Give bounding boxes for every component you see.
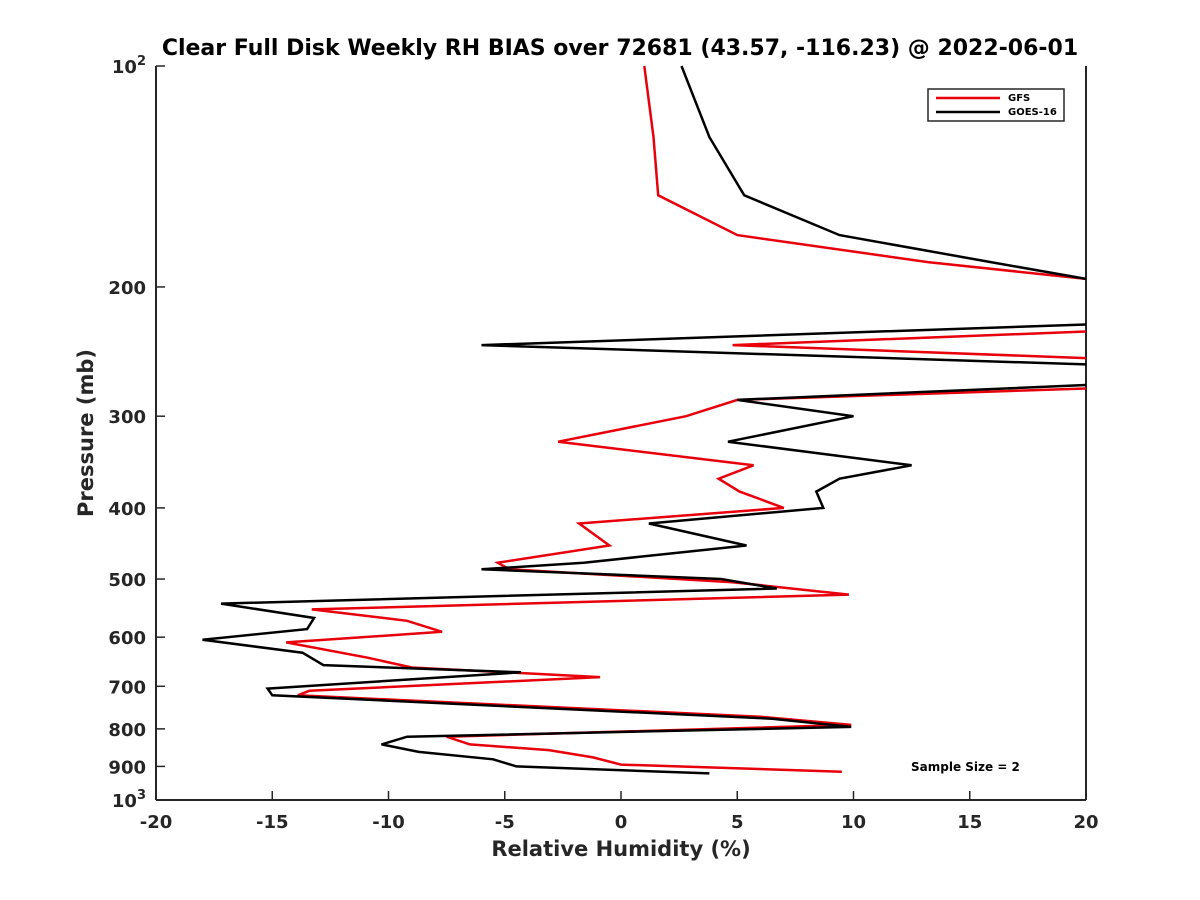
series-lines	[202, 65, 1087, 775]
legend-goes16-label: GOES-16	[1008, 107, 1057, 118]
x-axis: -20 -15 -10 -5 0 5 10 15 20	[140, 791, 1099, 833]
x-tick-label: -20	[140, 812, 173, 833]
y-tick-label: 800	[108, 720, 146, 741]
y-tick-label: 200	[108, 278, 146, 299]
x-ticks: -20 -15 -10 -5 0 5 10 15 20	[140, 791, 1099, 833]
x-tick-label: -15	[256, 812, 289, 833]
y-tick-label: 700	[108, 677, 146, 698]
y-axis-label: Pressure (mb)	[74, 349, 98, 517]
x-tick-label: 10	[841, 812, 866, 833]
x-tick-label: 15	[957, 812, 982, 833]
y-tick-label: 500	[108, 570, 146, 591]
chart-title: Clear Full Disk Weekly RH BIAS over 7268…	[162, 36, 1078, 61]
y-tick-label: 103	[112, 788, 146, 812]
x-axis-label: Relative Humidity (%)	[491, 837, 750, 861]
x-tick-label: -5	[495, 812, 515, 833]
y-tick-label: 102	[112, 54, 146, 78]
legend-box	[927, 88, 1065, 122]
y-tick-label: 300	[108, 407, 146, 428]
x-tick-label: -10	[372, 812, 405, 833]
series-line-gfs	[285, 65, 1087, 773]
sample-size-annotation: Sample Size = 2	[911, 760, 1020, 774]
y-tick-label: 400	[108, 499, 146, 520]
y-tick-label: 600	[108, 628, 146, 649]
legend-gfs-label: GFS	[1008, 93, 1030, 104]
y-ticks: 102 200 300 400 500 600 700 800 900 103	[108, 54, 165, 812]
x-tick-label: 0	[615, 812, 628, 833]
y-axis: 102 200 300 400 500 600 700 800 900 103	[108, 54, 1087, 812]
legend: GFS GOES-16	[927, 88, 1065, 122]
y-tick-label: 900	[108, 757, 146, 778]
series-line-goes-16	[202, 65, 1087, 775]
x-tick-label: 5	[731, 812, 744, 833]
x-tick-label: 20	[1073, 812, 1098, 833]
